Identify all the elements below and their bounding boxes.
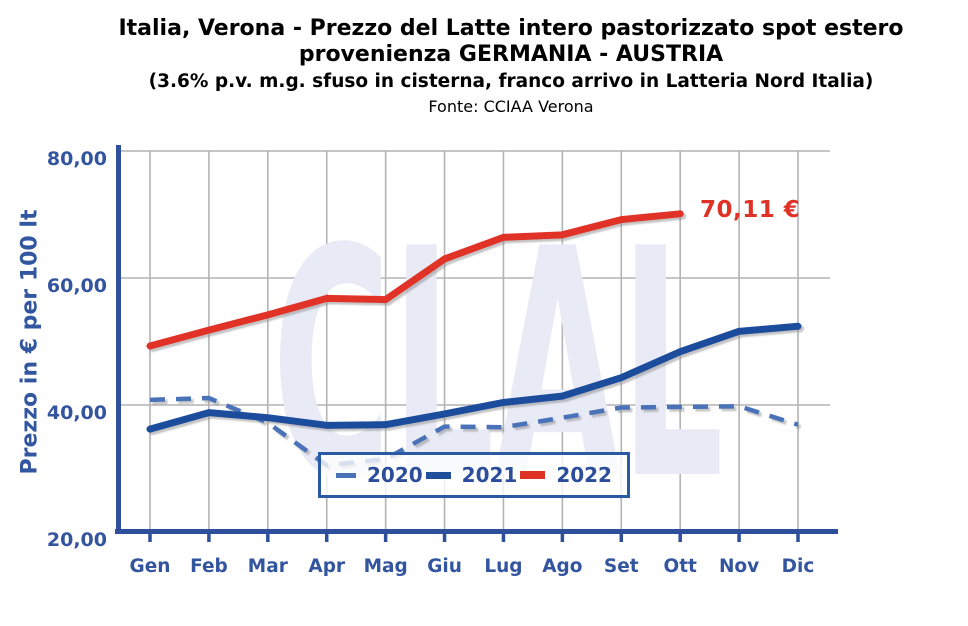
y-axis-title: Prezzo in € per 100 lt (17, 209, 43, 475)
legend-label-2020: 2020 (367, 463, 423, 487)
legend-marker-2020-dashed-line-icon (336, 472, 356, 478)
legend-item-2020: 2020 (336, 463, 423, 487)
y-axis-label: 60,00 (47, 275, 107, 297)
x-axis-label: Nov (719, 556, 759, 577)
y-axis-label: 40,00 (47, 402, 107, 424)
y-axis-label: 80,00 (47, 148, 107, 170)
legend-marker-2021-solid-line-icon (425, 471, 451, 479)
legend-label-2021: 2021 (461, 463, 518, 487)
x-axis-label: Mar (248, 556, 289, 577)
x-axis-label: Giu (427, 556, 462, 577)
chart-subtitle: (3.6% p.v. m.g. sfuso in cisterna, franc… (148, 71, 874, 92)
last-value-annotation: 70,11 € (700, 197, 801, 223)
chart-title-line1: Italia, Verona - Prezzo del Latte intero… (118, 16, 904, 41)
legend-label-2022: 2022 (556, 463, 612, 487)
series-line-2021 (146, 322, 802, 433)
legend-marker-2022-solid-line-icon (520, 471, 546, 479)
x-axis-labels: Gen Feb Mar Apr Mag Giu Lug Ago Set Ott Nov Dic (130, 556, 815, 577)
x-axis-label: Apr (308, 556, 346, 577)
x-axis-label: Set (604, 556, 639, 577)
x-axis-label: Mag (364, 556, 408, 577)
x-axis-label: Feb (190, 556, 228, 577)
x-axis-label: Ott (663, 556, 697, 577)
legend-item-2022: 2022 (520, 463, 612, 487)
legend-item-2021: 2021 (425, 463, 518, 487)
x-axis-label: Lug (484, 556, 522, 577)
y-axis-label: 20,00 (47, 529, 107, 551)
series-group (146, 210, 802, 468)
y-axis-labels: 80,00 60,00 40,00 20,00 (47, 148, 107, 551)
series-line-2022 (146, 210, 684, 350)
axes (115, 145, 838, 542)
legend: 2020 2021 2022 (318, 452, 630, 498)
x-axis-label: Ago (542, 556, 582, 577)
x-axis-label: Dic (782, 556, 815, 577)
chart-source: Fonte: CCIAA Verona (428, 97, 594, 116)
x-axis-label: Gen (130, 556, 171, 577)
chart-header: Italia, Verona - Prezzo del Latte intero… (54, 16, 968, 117)
chart-title-line2: provenienza GERMANIA - AUSTRIA (298, 42, 724, 67)
